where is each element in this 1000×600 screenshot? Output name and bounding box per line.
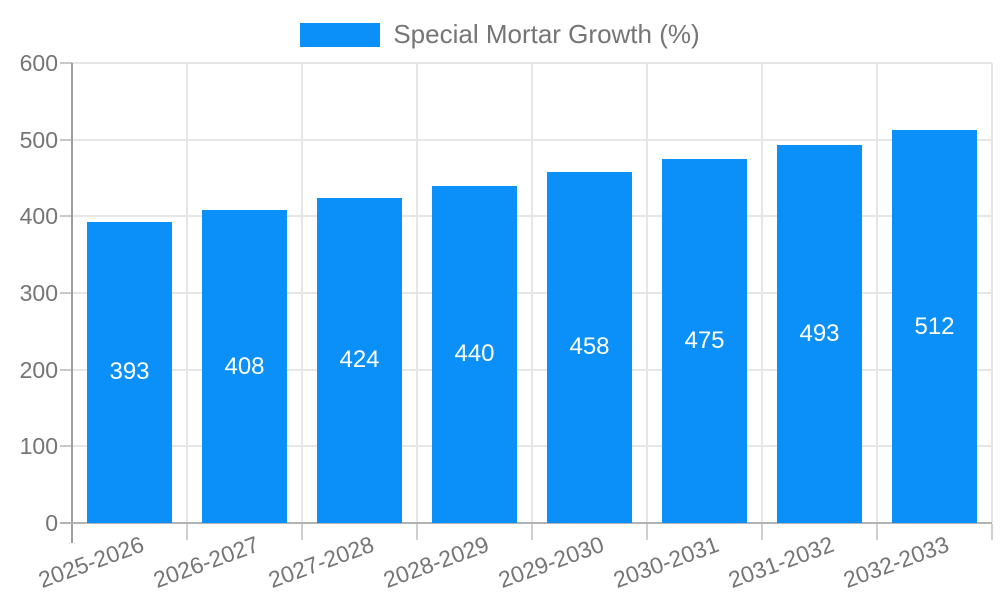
y-axis-label: 300 [19, 280, 58, 306]
x-axis-tick [301, 524, 303, 540]
legend-label: Special Mortar Growth (%) [393, 19, 700, 49]
legend[interactable]: Special Mortar Growth (%) [0, 19, 1000, 50]
y-axis-tick [60, 292, 72, 294]
y-axis-label: 200 [19, 356, 58, 383]
x-axis-label: 2026-2027 [149, 530, 262, 593]
x-axis-tick [761, 524, 763, 540]
x-axis-line [60, 522, 992, 524]
bar[interactable]: 424 [317, 197, 402, 523]
x-axis-label: 2031-2032 [724, 530, 837, 593]
gridline-v [186, 63, 188, 523]
bar-value-label: 493 [799, 320, 840, 347]
x-axis-tick [646, 524, 648, 540]
y-axis-label: 400 [19, 203, 58, 230]
x-axis-tick [531, 524, 533, 540]
y-axis-tick [60, 62, 72, 64]
bar[interactable]: 393 [87, 221, 172, 523]
bar-value-label: 440 [454, 340, 495, 368]
x-axis-tick [876, 524, 878, 540]
bar[interactable]: 493 [777, 145, 862, 523]
x-axis-label: 2025-2026 [34, 530, 147, 593]
bar-value-label: 393 [109, 358, 150, 386]
x-axis-label: 2029-2030 [494, 530, 607, 593]
x-axis-label: 2028-2029 [379, 530, 492, 593]
legend-swatch [300, 22, 381, 47]
gridline-v [531, 63, 533, 523]
gridline-v [301, 63, 303, 523]
gridline-v [876, 63, 878, 523]
y-axis-tick [60, 215, 72, 218]
gridline-v [416, 63, 418, 523]
y-axis-label: 500 [19, 126, 58, 153]
x-axis-tick [991, 524, 993, 540]
x-axis-label: 2030-2031 [609, 530, 722, 593]
y-axis-tick [60, 445, 72, 448]
y-axis-tick [60, 368, 72, 371]
y-axis-label: 100 [19, 433, 58, 460]
bar[interactable]: 408 [202, 210, 287, 523]
gridline-v [646, 63, 648, 523]
y-axis-line [71, 63, 73, 543]
bar-value-label: 475 [684, 326, 725, 354]
y-axis-label: 600 [19, 50, 58, 76]
gridline-v [761, 63, 763, 523]
x-axis-tick [416, 524, 418, 540]
bar-value-label: 512 [914, 312, 955, 340]
bar-value-label: 424 [339, 346, 380, 374]
bar[interactable]: 475 [662, 158, 747, 523]
bar[interactable]: 440 [432, 185, 517, 523]
y-axis-label: 0 [45, 510, 58, 536]
bar[interactable]: 458 [547, 171, 632, 523]
bar-value-label: 408 [224, 352, 265, 380]
x-axis-tick [186, 524, 188, 540]
bar[interactable]: 512 [892, 130, 977, 523]
y-axis-tick [60, 138, 72, 141]
x-axis-label: 2027-2028 [264, 530, 377, 593]
x-axis-label: 2032-2033 [839, 530, 952, 593]
bar-value-label: 458 [569, 333, 610, 361]
gridline-v [991, 63, 993, 523]
